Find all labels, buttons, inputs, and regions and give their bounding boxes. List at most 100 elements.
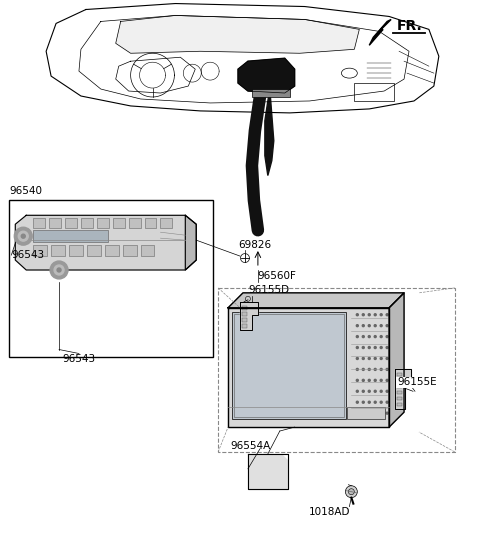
Circle shape xyxy=(356,390,358,392)
Bar xyxy=(397,391,402,394)
Circle shape xyxy=(386,379,388,381)
Polygon shape xyxy=(240,302,258,330)
Circle shape xyxy=(356,368,358,370)
Bar xyxy=(234,314,344,417)
Circle shape xyxy=(18,231,28,241)
Circle shape xyxy=(50,261,68,279)
Circle shape xyxy=(368,379,370,381)
Bar xyxy=(33,245,47,256)
Circle shape xyxy=(362,358,364,360)
Polygon shape xyxy=(369,19,391,46)
Circle shape xyxy=(362,347,364,348)
Circle shape xyxy=(14,227,32,245)
Text: 96155D: 96155D xyxy=(248,285,289,295)
Bar xyxy=(252,89,290,97)
Circle shape xyxy=(386,314,388,316)
Text: 96540: 96540 xyxy=(9,187,42,196)
Circle shape xyxy=(356,358,358,360)
Bar xyxy=(9,200,213,358)
Polygon shape xyxy=(248,454,288,489)
Circle shape xyxy=(380,325,382,326)
Bar xyxy=(97,218,109,228)
Circle shape xyxy=(368,336,370,338)
Bar xyxy=(141,245,155,256)
Text: 1018AD: 1018AD xyxy=(309,507,350,517)
Circle shape xyxy=(356,379,358,381)
Bar xyxy=(105,245,119,256)
Bar xyxy=(397,385,402,388)
Circle shape xyxy=(368,368,370,370)
Circle shape xyxy=(368,390,370,392)
Circle shape xyxy=(348,489,354,495)
Circle shape xyxy=(57,268,61,272)
Bar xyxy=(242,306,247,310)
Bar xyxy=(144,218,156,228)
Circle shape xyxy=(380,336,382,338)
Circle shape xyxy=(368,401,370,403)
Circle shape xyxy=(386,358,388,360)
Bar xyxy=(397,403,402,406)
Circle shape xyxy=(362,390,364,392)
Circle shape xyxy=(374,358,376,360)
Bar xyxy=(348,407,385,419)
Circle shape xyxy=(374,401,376,403)
Circle shape xyxy=(380,358,382,360)
Polygon shape xyxy=(238,58,295,93)
Circle shape xyxy=(386,336,388,338)
Polygon shape xyxy=(265,89,274,175)
Bar xyxy=(218,288,455,452)
Circle shape xyxy=(362,336,364,338)
Circle shape xyxy=(374,336,376,338)
Polygon shape xyxy=(389,293,404,427)
Circle shape xyxy=(356,412,358,414)
Circle shape xyxy=(386,390,388,392)
Circle shape xyxy=(368,412,370,414)
Bar xyxy=(242,324,247,327)
Text: FR.: FR. xyxy=(397,19,423,33)
Circle shape xyxy=(374,347,376,348)
Circle shape xyxy=(386,368,388,370)
Bar xyxy=(242,318,247,322)
Text: 96554A: 96554A xyxy=(230,441,270,451)
Circle shape xyxy=(356,325,358,326)
Circle shape xyxy=(21,234,25,238)
Bar xyxy=(51,245,65,256)
Text: 96543: 96543 xyxy=(62,354,96,363)
Bar xyxy=(87,245,101,256)
Circle shape xyxy=(362,379,364,381)
Bar xyxy=(69,245,83,256)
Circle shape xyxy=(380,314,382,316)
Bar xyxy=(33,230,108,242)
Circle shape xyxy=(374,314,376,316)
Circle shape xyxy=(356,336,358,338)
Text: 96560F: 96560F xyxy=(257,271,296,281)
Circle shape xyxy=(374,390,376,392)
Circle shape xyxy=(380,412,382,414)
Polygon shape xyxy=(283,454,288,459)
Circle shape xyxy=(362,314,364,316)
Circle shape xyxy=(380,379,382,381)
Polygon shape xyxy=(228,308,389,427)
Bar xyxy=(160,218,172,228)
Circle shape xyxy=(54,265,64,275)
Circle shape xyxy=(346,486,357,497)
Bar xyxy=(397,379,402,382)
Bar xyxy=(49,218,61,228)
Circle shape xyxy=(356,347,358,348)
Bar xyxy=(232,312,347,419)
Circle shape xyxy=(356,401,358,403)
Circle shape xyxy=(386,401,388,403)
Circle shape xyxy=(374,412,376,414)
Circle shape xyxy=(362,412,364,414)
Bar xyxy=(129,218,141,228)
Circle shape xyxy=(374,379,376,381)
Polygon shape xyxy=(395,369,411,409)
Polygon shape xyxy=(116,16,360,53)
Circle shape xyxy=(368,347,370,348)
Circle shape xyxy=(386,325,388,326)
Text: 96543: 96543 xyxy=(12,250,45,260)
Bar xyxy=(242,312,247,316)
Bar xyxy=(123,245,137,256)
Circle shape xyxy=(362,401,364,403)
Text: 96155E: 96155E xyxy=(397,377,437,388)
